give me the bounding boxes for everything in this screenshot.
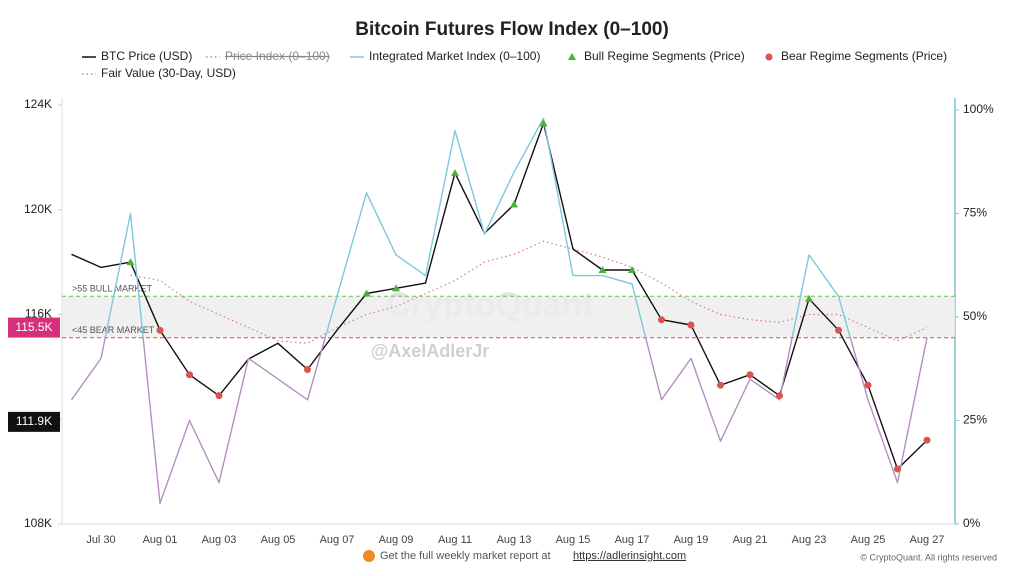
bear-marker bbox=[304, 365, 311, 373]
bear-marker bbox=[717, 381, 724, 389]
x-tick-label: Aug 03 bbox=[202, 534, 237, 546]
bull-marker bbox=[126, 258, 135, 266]
bear-marker bbox=[835, 326, 842, 334]
x-tick-label: Aug 01 bbox=[143, 534, 178, 546]
footer-link[interactable]: https://adlerinsight.com bbox=[573, 550, 686, 562]
y2-tick-label: 50% bbox=[963, 309, 987, 323]
x-tick-label: Aug 07 bbox=[320, 534, 355, 546]
y-tick-label: 116K bbox=[25, 307, 52, 321]
chart-title: Bitcoin Futures Flow Index (0–100) bbox=[355, 19, 669, 40]
bear-marker bbox=[156, 326, 164, 334]
y2-tick-label: 100% bbox=[963, 102, 994, 116]
y2-tick-label: 0% bbox=[963, 516, 981, 530]
legend-label[interactable]: Integrated Market Index (0–100) bbox=[369, 49, 540, 63]
x-tick-label: Aug 11 bbox=[438, 534, 472, 546]
value-badge bbox=[8, 317, 60, 338]
y-tick-label: 120K bbox=[24, 202, 52, 216]
legend-swatch bbox=[765, 53, 773, 61]
index-line bbox=[70, 117, 928, 504]
x-tick-label: Jul 30 bbox=[86, 534, 115, 546]
legend-label[interactable]: BTC Price (USD) bbox=[101, 49, 192, 63]
legend-label[interactable]: Bull Regime Segments (Price) bbox=[584, 49, 745, 63]
y-tick-label: 108K bbox=[24, 516, 52, 530]
x-tick-label: Aug 27 bbox=[910, 534, 945, 546]
footer-icon bbox=[363, 550, 375, 562]
neutral-band bbox=[62, 296, 955, 338]
bear-marker bbox=[923, 436, 931, 444]
x-tick-label: Aug 23 bbox=[792, 534, 827, 546]
x-tick-label: Aug 17 bbox=[615, 534, 650, 546]
bear-marker bbox=[215, 392, 223, 400]
bear-marker bbox=[658, 316, 665, 324]
x-tick-label: Aug 13 bbox=[497, 534, 532, 546]
threshold-label: <45 BEAR MARKET bbox=[72, 325, 155, 335]
x-tick-label: Aug 25 bbox=[851, 534, 886, 546]
y2-tick-label: 75% bbox=[963, 206, 987, 220]
x-tick-label: Aug 21 bbox=[733, 534, 768, 546]
bull-marker bbox=[392, 284, 400, 292]
value-badge bbox=[8, 411, 60, 432]
bull-marker bbox=[539, 119, 548, 127]
x-tick-label: Aug 05 bbox=[261, 534, 296, 546]
bear-marker bbox=[687, 321, 695, 329]
legend-label[interactable]: Fair Value (30-Day, USD) bbox=[101, 66, 236, 80]
bull-marker bbox=[451, 169, 459, 177]
value-badge-label: 111.9K bbox=[16, 414, 52, 428]
legend-label[interactable]: Price Index (0–100) bbox=[225, 49, 330, 63]
bull-marker bbox=[510, 200, 518, 208]
x-tick-label: Aug 15 bbox=[556, 534, 591, 546]
footer-text: Get the full weekly market report at bbox=[380, 550, 551, 562]
bear-marker bbox=[746, 371, 754, 379]
copyright: © CryptoQuant. All rights reserved bbox=[860, 552, 997, 562]
x-tick-label: Aug 19 bbox=[674, 534, 709, 546]
bear-marker bbox=[864, 381, 872, 389]
bear-marker bbox=[894, 465, 901, 473]
price-line bbox=[71, 122, 928, 470]
x-tick-label: Aug 09 bbox=[379, 534, 414, 546]
bear-marker bbox=[776, 392, 783, 400]
bull-marker bbox=[805, 294, 813, 302]
bull-marker bbox=[598, 265, 607, 273]
y-tick-label: 124K bbox=[24, 97, 52, 111]
y2-tick-label: 25% bbox=[963, 413, 987, 427]
bull-marker bbox=[362, 289, 371, 297]
legend-label[interactable]: Bear Regime Segments (Price) bbox=[781, 49, 947, 63]
value-badge-label: 115.5K bbox=[15, 320, 52, 334]
legend-swatch bbox=[568, 53, 576, 60]
threshold-label: >55 BULL MARKET bbox=[72, 284, 152, 294]
watermark: @AxelAdlerJr bbox=[371, 341, 490, 361]
bull-marker bbox=[628, 265, 636, 273]
bear-marker bbox=[186, 371, 193, 379]
